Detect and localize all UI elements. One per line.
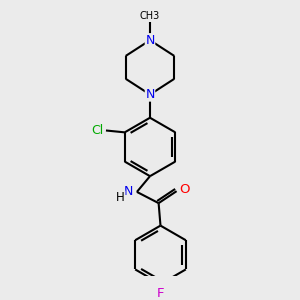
Text: CH3: CH3 — [140, 11, 160, 20]
Text: O: O — [180, 183, 190, 196]
Text: F: F — [157, 287, 164, 300]
Text: N: N — [145, 34, 155, 47]
Text: N: N — [124, 185, 133, 198]
Text: H: H — [116, 191, 125, 204]
Text: N: N — [145, 88, 155, 101]
Text: Cl: Cl — [92, 124, 104, 137]
